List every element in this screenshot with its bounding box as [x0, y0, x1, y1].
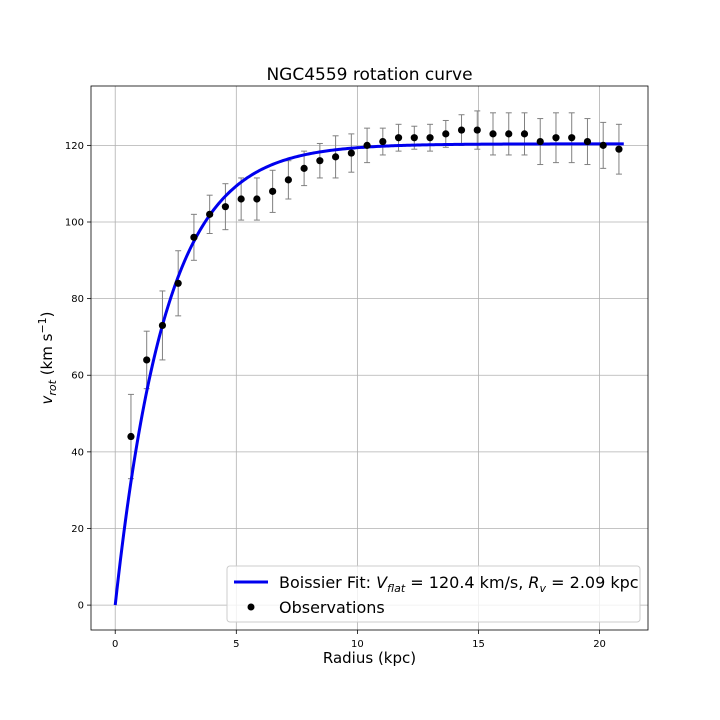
observation-points [127, 126, 623, 441]
observation-point [442, 130, 450, 138]
x-tick-label: 20 [593, 639, 606, 650]
observation-point [206, 210, 214, 218]
observation-point [190, 233, 198, 241]
observation-point [237, 195, 245, 203]
observation-point [174, 279, 182, 287]
observation-point [473, 126, 481, 134]
observation-point [284, 176, 292, 184]
x-tick-label: 5 [233, 639, 239, 650]
observation-point [536, 137, 544, 146]
observation-point [505, 130, 513, 138]
legend-fit-rv-value: = 2.09 kpc [546, 573, 639, 592]
axis-ticks: 0 5 10 15 20 0 20 40 60 80 100 120 [65, 141, 606, 650]
observation-point [300, 164, 308, 172]
legend-fit-prefix: Boissier Fit: [279, 573, 376, 592]
observation-point [520, 130, 529, 138]
y-tick-label: 100 [65, 218, 84, 229]
observation-point [127, 432, 135, 441]
x-tick-label: 0 [112, 639, 118, 650]
observation-point [158, 321, 167, 330]
y-tick-label: 120 [65, 141, 84, 152]
y-axis-label-units-close: ) [38, 311, 56, 317]
observation-point [394, 134, 403, 142]
legend-observations-swatch [247, 603, 255, 611]
observation-point [347, 149, 355, 157]
observation-point [331, 153, 340, 161]
y-axis-label: vrot (km s−1) [36, 311, 59, 404]
legend-fit-vflat-value: = 120.4 km/s, [405, 573, 528, 592]
observation-point [379, 137, 387, 146]
observation-point [221, 203, 230, 211]
y-axis-label-symbol: v [38, 395, 56, 405]
y-axis-label-superscript: −1 [36, 317, 49, 333]
x-tick-label: 10 [351, 639, 364, 650]
legend-fit-vflat-subscript: flat [387, 582, 406, 595]
y-axis-label-subscript: rot [46, 379, 59, 395]
grid-lines [91, 86, 648, 630]
y-tick-label: 80 [71, 294, 84, 305]
observation-point [410, 134, 418, 142]
y-tick-label: 40 [71, 447, 84, 458]
chart-title: NGC4559 rotation curve [266, 65, 472, 85]
observation-point [363, 141, 371, 149]
legend-fit-rv-subscript: v [540, 582, 547, 595]
legend: Boissier Fit: Vflat = 120.4 km/s, Rv = 2… [226, 565, 641, 623]
observation-point [316, 157, 324, 165]
observation-point [568, 134, 576, 142]
observation-point [599, 141, 607, 149]
observation-point [426, 134, 434, 142]
x-tick-label: 15 [472, 639, 485, 650]
observation-point [489, 130, 497, 138]
observation-point [583, 137, 592, 146]
legend-box [226, 565, 641, 623]
observation-point [253, 195, 261, 203]
plot-area-frame [90, 85, 649, 631]
x-axis-label: Radius (kpc) [323, 649, 416, 667]
y-axis-label-units: (km s [38, 333, 56, 380]
legend-fit-label: Boissier Fit: Vflat = 120.4 km/s, Rv = 2… [279, 573, 639, 595]
observation-point [269, 187, 277, 195]
legend-observations-label: Observations [279, 598, 385, 617]
y-tick-label: 20 [71, 524, 84, 535]
observation-point [457, 126, 466, 134]
observation-point [552, 134, 560, 142]
legend-fit-rv-symbol: R [528, 573, 539, 592]
y-tick-label: 60 [71, 371, 84, 382]
observation-point [143, 356, 151, 364]
y-tick-label: 0 [78, 601, 84, 612]
legend-fit-vflat-symbol: V [376, 573, 388, 592]
observation-point [615, 145, 623, 153]
